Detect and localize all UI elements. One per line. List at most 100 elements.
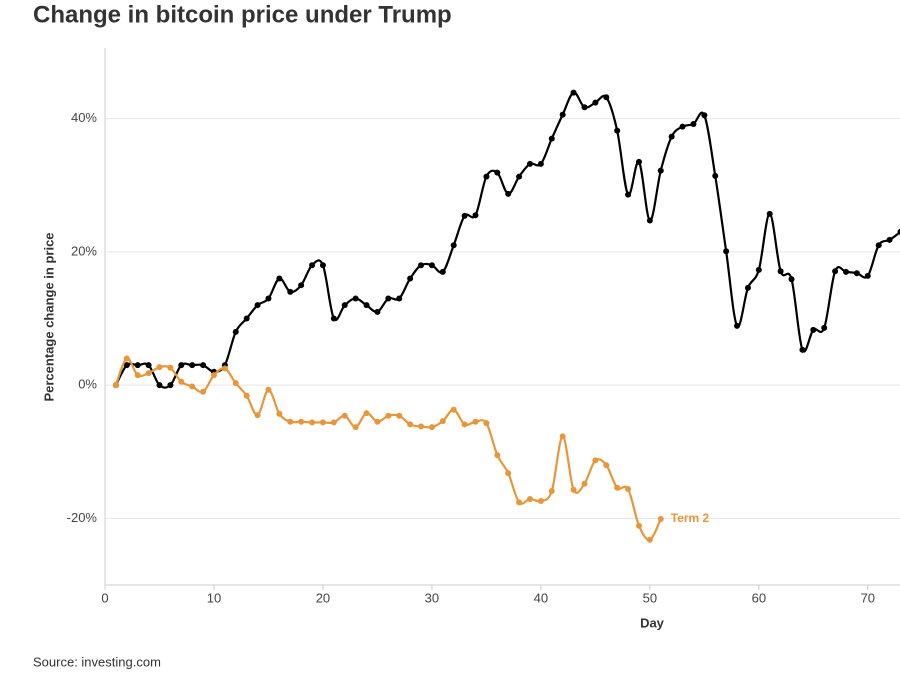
data-point — [167, 364, 174, 371]
data-point — [210, 372, 217, 379]
data-point — [450, 406, 457, 413]
data-point — [516, 499, 523, 506]
data-point — [428, 424, 435, 431]
data-point — [232, 328, 239, 335]
x-tick-label: 60 — [752, 590, 766, 605]
data-point — [439, 268, 446, 275]
data-point — [766, 210, 773, 217]
data-point — [156, 364, 163, 371]
data-point — [309, 419, 316, 426]
data-point — [363, 302, 370, 309]
chart-title: Change in bitcoin price under Trump — [33, 1, 452, 28]
plot-area — [112, 89, 900, 543]
data-point — [625, 191, 632, 198]
data-point — [341, 412, 348, 419]
x-tick-label: 50 — [643, 590, 657, 605]
data-point — [755, 266, 762, 273]
data-point — [537, 160, 544, 167]
data-point — [363, 410, 370, 417]
data-point — [407, 275, 414, 282]
data-point — [875, 242, 882, 249]
data-point — [396, 295, 403, 302]
data-point — [439, 418, 446, 425]
data-point — [254, 412, 261, 419]
data-point — [821, 324, 828, 331]
source-note: Source: investing.com — [33, 654, 161, 669]
data-point — [232, 380, 239, 387]
x-axis-label: Day — [640, 615, 665, 630]
data-point — [418, 423, 425, 430]
data-point — [853, 270, 860, 277]
data-point — [548, 135, 555, 142]
data-point — [178, 378, 185, 385]
data-point — [712, 172, 719, 179]
data-point — [581, 480, 588, 487]
data-point — [407, 421, 414, 428]
x-tick-label: 70 — [861, 590, 875, 605]
data-point — [897, 228, 900, 235]
x-tick-label: 40 — [534, 590, 548, 605]
data-point — [799, 346, 806, 353]
data-point — [744, 284, 751, 291]
data-point — [276, 275, 283, 282]
data-point — [189, 383, 196, 390]
data-point — [592, 99, 599, 106]
data-point — [526, 496, 533, 503]
data-point — [221, 365, 228, 372]
data-point — [265, 295, 272, 302]
data-point — [189, 362, 196, 369]
data-point — [635, 158, 642, 165]
labels: -20% 0% 20% 40% 0 10 20 30 40 50 60 70 Term 2 — [67, 110, 875, 605]
data-point — [145, 362, 152, 369]
data-point — [112, 382, 119, 389]
data-point — [570, 89, 577, 96]
data-point — [614, 484, 621, 491]
data-point — [243, 315, 250, 322]
data-point — [614, 127, 621, 134]
data-point — [548, 488, 555, 495]
data-point — [734, 322, 741, 329]
data-point — [134, 372, 141, 379]
data-point — [265, 386, 272, 393]
data-point — [385, 295, 392, 302]
data-point — [418, 262, 425, 269]
data-point — [298, 418, 305, 425]
data-point — [635, 522, 642, 529]
data-point — [330, 419, 337, 426]
data-point — [287, 288, 294, 295]
x-tick-label: 20 — [316, 590, 330, 605]
data-point — [788, 276, 795, 283]
data-point — [603, 462, 610, 469]
y-tick-label: 40% — [71, 110, 97, 125]
data-point — [298, 282, 305, 289]
data-point — [200, 362, 207, 369]
data-point — [777, 268, 784, 275]
data-point — [461, 421, 468, 428]
data-point — [537, 498, 544, 505]
data-point — [156, 382, 163, 389]
data-point — [319, 262, 326, 269]
data-point — [134, 362, 141, 369]
data-point — [341, 302, 348, 309]
data-point — [690, 120, 697, 127]
data-point — [374, 418, 381, 425]
data-point — [516, 173, 523, 180]
data-point — [167, 382, 174, 389]
series-line — [114, 91, 900, 389]
data-point — [657, 167, 664, 174]
data-point — [603, 94, 610, 101]
data-point — [505, 470, 512, 477]
data-point — [723, 248, 730, 255]
data-point — [701, 112, 708, 119]
data-point — [374, 308, 381, 315]
grid — [104, 118, 900, 590]
data-point — [352, 295, 359, 302]
data-point — [646, 217, 653, 224]
x-tick-label: 10 — [207, 590, 221, 605]
data-point — [679, 123, 686, 130]
y-tick-label: 0% — [78, 377, 97, 392]
x-tick-label: 0 — [101, 590, 108, 605]
data-point — [287, 418, 294, 425]
data-point — [145, 370, 152, 377]
data-point — [483, 420, 490, 427]
